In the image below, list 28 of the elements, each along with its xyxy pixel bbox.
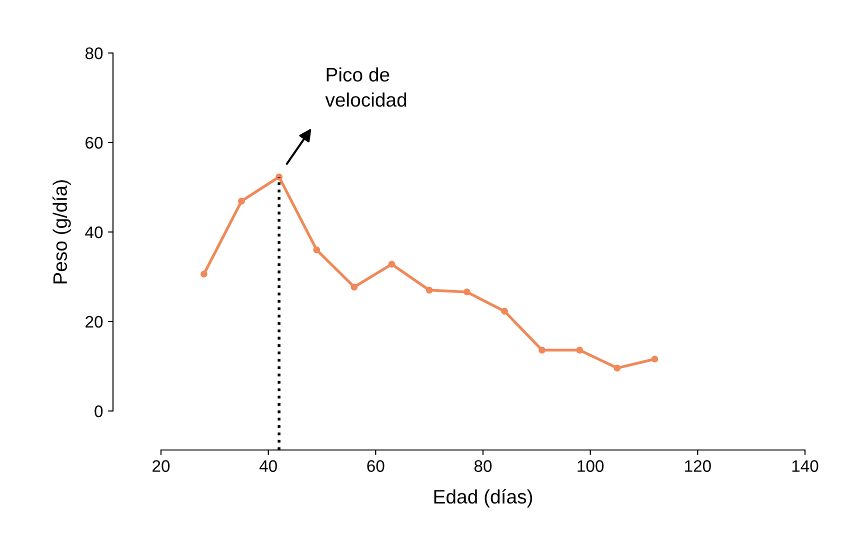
x-tick-label: 60 [367,460,384,472]
x-tick-label: 40 [259,460,277,472]
point [313,246,320,254]
x-tick-label: 100 [578,460,604,472]
y-tick-label: 60 [86,136,103,149]
point [388,260,396,268]
x-axis-title: Edad (días) [434,489,532,508]
x-tick-label: 120 [685,460,711,472]
point [463,288,470,296]
point [350,284,358,291]
point [651,356,658,363]
point [614,364,621,372]
point [500,308,508,315]
y-tick-label: 40 [85,226,103,238]
y-tick-label: 20 [86,316,103,328]
point [200,270,208,278]
annotation: Pico de velocidad [325,67,406,107]
point [576,346,584,354]
point [426,286,433,294]
x-tick-label: 140 [792,460,818,472]
y-tick-label: 80 [85,47,103,60]
point [538,346,546,354]
point [276,173,283,180]
x-tick-label: 80 [474,460,492,472]
y-axis-title: Peso (g/día) [52,180,71,284]
point [238,198,245,205]
y-tick-label: 0 [94,405,103,418]
x-tick-label: 20 [152,460,170,472]
